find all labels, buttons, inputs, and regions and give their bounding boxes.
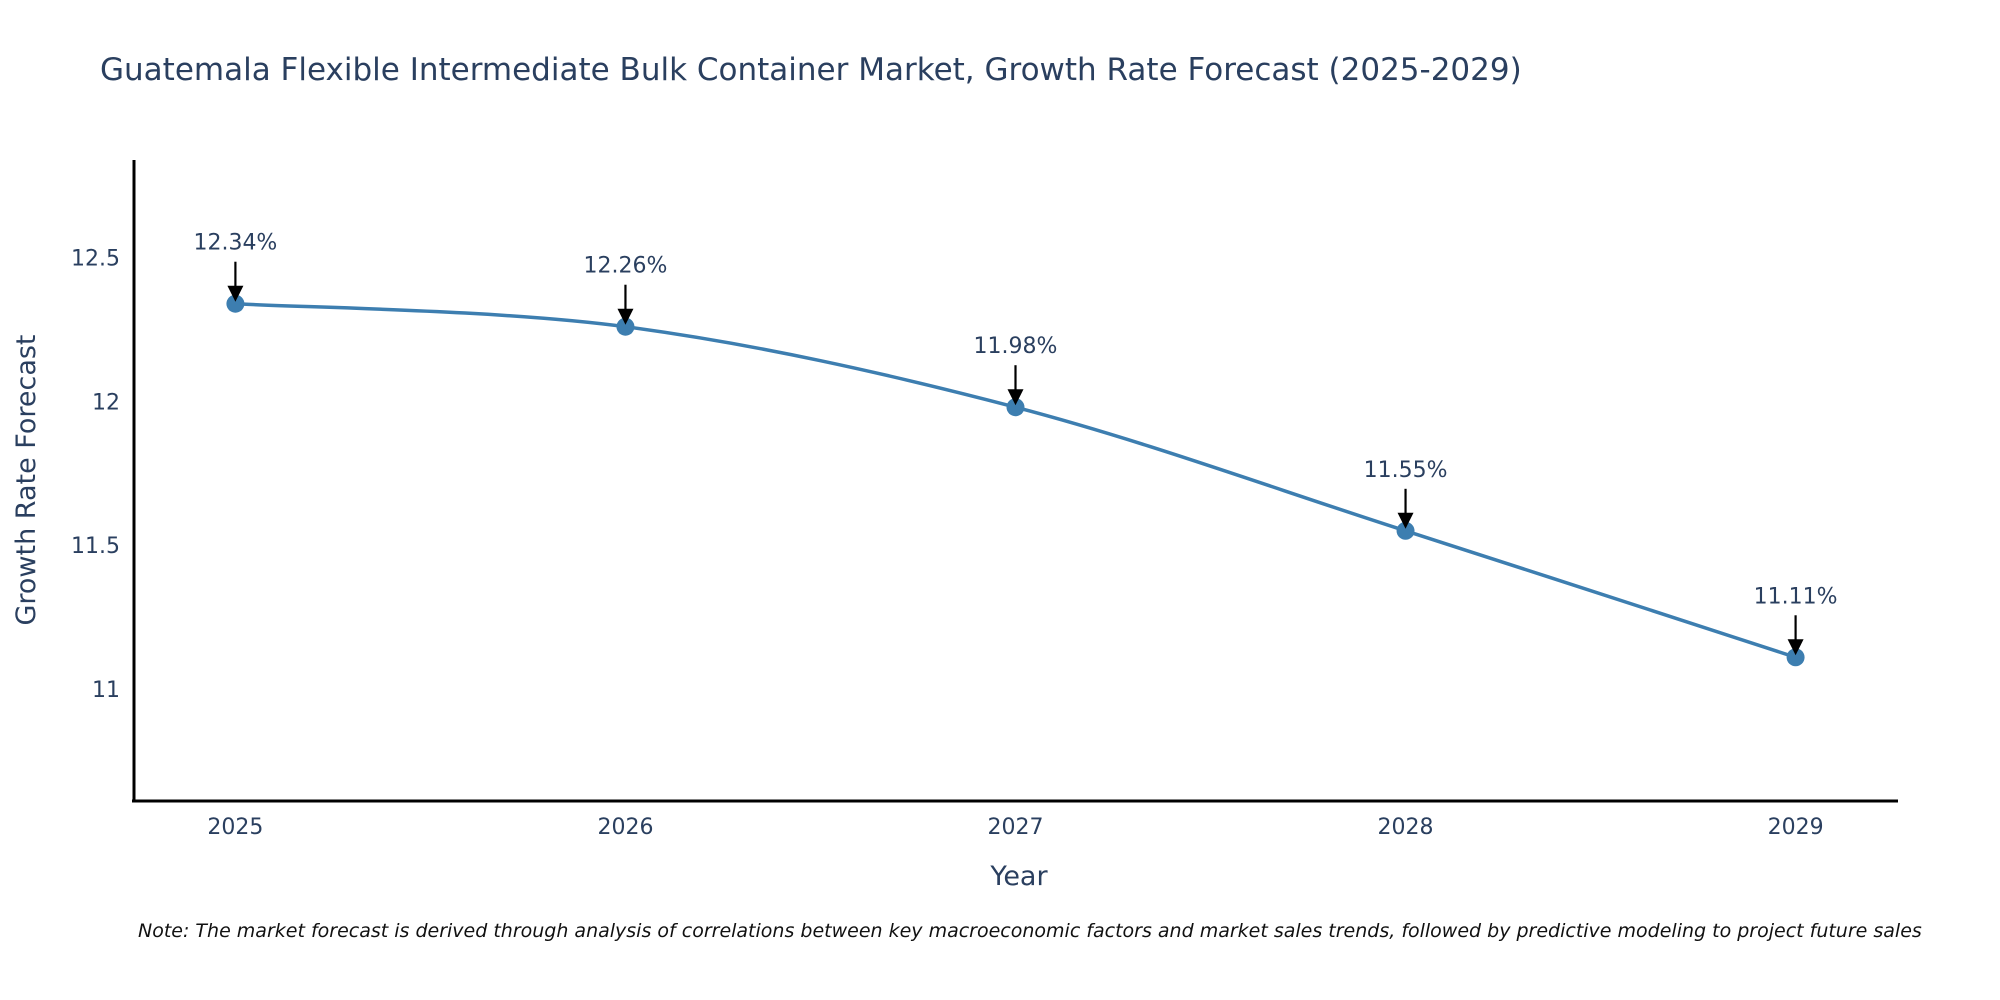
data-label: 12.26% <box>584 254 668 279</box>
y-axis-ticks: 11 11.5 12 12.5 <box>71 247 120 703</box>
y-tick-label: 12 <box>92 390 120 415</box>
x-tick-label: 2027 <box>988 815 1044 840</box>
annotations-layer: 12.34% 12.26% 11.98% 11.55% 11.11% <box>193 231 1838 656</box>
data-label: 11.11% <box>1754 584 1838 609</box>
data-label: 11.55% <box>1364 458 1448 483</box>
x-tick-label: 2029 <box>1768 815 1824 840</box>
arrow-down-icon <box>617 308 634 325</box>
data-point-2029[interactable] <box>1786 648 1805 667</box>
data-label: 11.98% <box>974 334 1058 359</box>
y-tick-label: 12.5 <box>71 247 120 272</box>
x-axis-title: Year <box>989 861 1048 892</box>
data-label: 12.34% <box>193 231 277 256</box>
x-tick-label: 2025 <box>207 815 263 840</box>
x-tick-label: 2028 <box>1378 815 1434 840</box>
arrow-down-icon <box>1397 512 1414 529</box>
arrow-down-icon <box>1007 389 1024 406</box>
arrow-down-icon <box>1787 639 1804 656</box>
data-point-2027[interactable] <box>1006 398 1025 417</box>
chart-title: Guatemala Flexible Intermediate Bulk Con… <box>100 52 1522 88</box>
y-tick-label: 11.5 <box>71 534 120 559</box>
data-point-2025[interactable] <box>226 294 245 313</box>
footnote: Note: The market forecast is derived thr… <box>138 920 1922 942</box>
x-tick-label: 2026 <box>597 815 653 840</box>
data-point-2028[interactable] <box>1396 521 1415 540</box>
arrow-down-icon <box>227 285 244 302</box>
x-axis-ticks: 2025 2026 2027 2028 2029 <box>207 815 1823 840</box>
series-layer <box>226 294 1805 667</box>
y-tick-label: 11 <box>92 678 120 703</box>
data-point-2026[interactable] <box>616 317 635 336</box>
y-axis-title: Growth Rate Forecast <box>11 334 42 625</box>
